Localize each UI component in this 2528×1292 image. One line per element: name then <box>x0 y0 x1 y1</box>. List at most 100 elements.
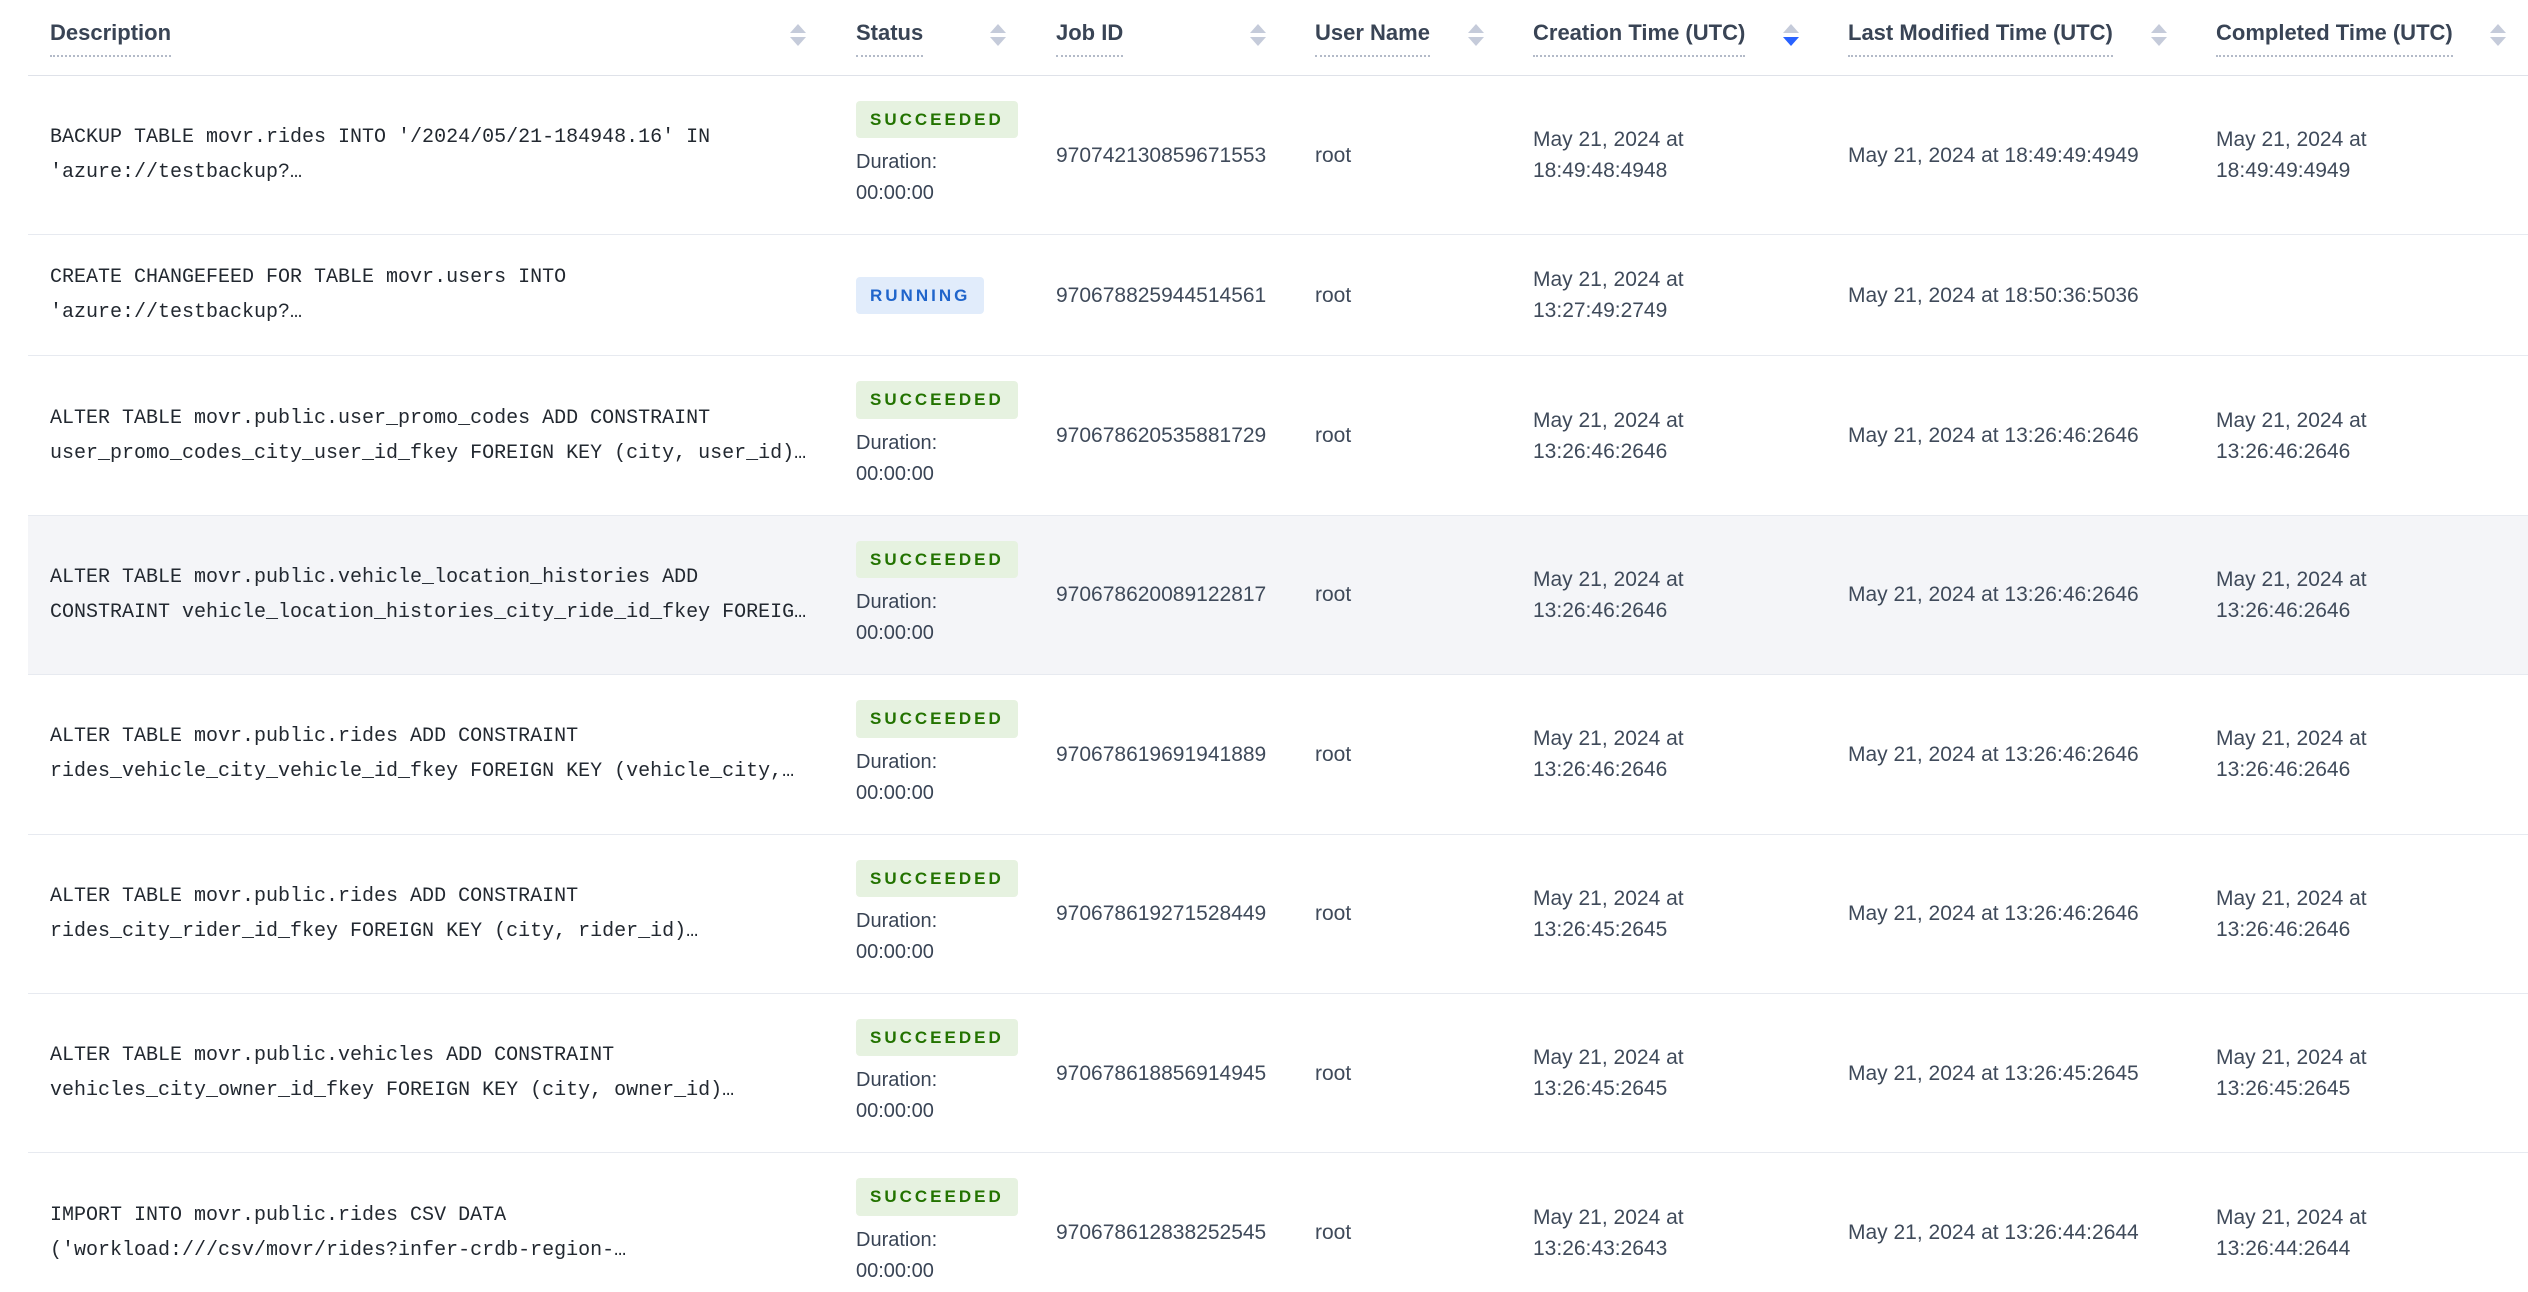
sort-caret-down-icon <box>1468 36 1484 46</box>
last-modified-time-cell: May 21, 2024 at 13:26:46:2646 <box>1848 902 2139 926</box>
status-badge: SUCCEEDED <box>856 1178 1018 1216</box>
creation-time-cell: May 21, 2024 at 13:26:45:2645 <box>1533 1046 1684 1101</box>
job-description-cell[interactable]: ALTER TABLE movr.public.rides ADD CONSTR… <box>50 725 795 784</box>
table-row[interactable]: ALTER TABLE movr.public.user_promo_codes… <box>28 356 2528 516</box>
sort-caret-up-icon <box>1468 23 1484 33</box>
column-header-user_name[interactable]: User Name <box>1288 0 1506 75</box>
sort-icon[interactable] <box>2151 23 2167 56</box>
table-row[interactable]: CREATE CHANGEFEED FOR TABLE movr.users I… <box>28 235 2528 357</box>
status-badge: SUCCEEDED <box>856 859 1018 897</box>
job-description-cell[interactable]: ALTER TABLE movr.public.rides ADD CONSTR… <box>50 884 699 943</box>
completed-time-cell: May 21, 2024 at 13:26:45:2645 <box>2216 1046 2367 1101</box>
sort-caret-up-icon <box>790 23 806 33</box>
job-status-cell: SUCCEEDED Duration: 00:00:00 <box>828 540 1028 649</box>
job-id-cell: 970678618856914945 <box>1056 1061 1267 1085</box>
table-row[interactable]: ALTER TABLE movr.public.rides ADD CONSTR… <box>28 834 2528 994</box>
completed-time-cell: May 21, 2024 at 13:26:44:2644 <box>2216 1205 2367 1260</box>
duration-value: 00:00:00 <box>856 182 934 205</box>
user-name-cell: root <box>1315 1221 1352 1245</box>
job-id-cell: 970678620089122817 <box>1056 583 1267 607</box>
duration-label: Duration: <box>856 1069 938 1092</box>
table-row[interactable]: ALTER TABLE movr.public.rides ADD CONSTR… <box>28 675 2528 835</box>
sort-caret-down-icon <box>990 36 1006 46</box>
column-header-creation_time[interactable]: Creation Time (UTC) <box>1506 0 1821 75</box>
column-header-label: Creation Time (UTC) <box>1533 22 1746 57</box>
job-duration: Duration: 00:00:00 <box>856 1065 1028 1127</box>
job-id-cell: 970678825944514561 <box>1056 283 1267 307</box>
user-name-cell: root <box>1315 742 1352 766</box>
creation-time-cell: May 21, 2024 at 13:26:46:2646 <box>1533 727 1684 782</box>
sort-icon[interactable] <box>1468 23 1484 56</box>
status-badge: RUNNING <box>856 276 985 315</box>
job-duration: Duration: 00:00:00 <box>856 747 1028 809</box>
completed-time-cell: May 21, 2024 at 13:26:46:2646 <box>2216 567 2367 622</box>
last-modified-time-cell: May 21, 2024 at 13:26:45:2645 <box>1848 1061 2139 1085</box>
creation-time-cell: May 21, 2024 at 13:26:46:2646 <box>1533 567 1684 622</box>
column-header-label: Last Modified Time (UTC) <box>1848 22 2113 57</box>
duration-value: 00:00:00 <box>856 781 934 804</box>
user-name-cell: root <box>1315 283 1352 307</box>
job-status-cell: SUCCEEDED Duration: 00:00:00 <box>828 381 1028 489</box>
column-header-status[interactable]: Status <box>828 0 1028 75</box>
creation-time-cell: May 21, 2024 at 13:26:45:2645 <box>1533 886 1684 941</box>
column-header-job_id[interactable]: Job ID <box>1028 0 1288 75</box>
last-modified-time-cell: May 21, 2024 at 13:26:46:2646 <box>1848 583 2139 607</box>
status-badge: SUCCEEDED <box>856 540 1018 579</box>
sort-caret-down-icon <box>1783 36 1799 46</box>
job-description-cell[interactable]: CREATE CHANGEFEED FOR TABLE movr.users I… <box>50 266 567 325</box>
creation-time-cell: May 21, 2024 at 13:26:46:2646 <box>1533 408 1684 463</box>
sort-icon[interactable] <box>990 23 1006 56</box>
job-description-cell[interactable]: IMPORT INTO movr.public.rides CSV DATA (… <box>50 1203 627 1262</box>
creation-time-cell: May 21, 2024 at 13:26:43:2643 <box>1533 1205 1684 1260</box>
sort-icon[interactable] <box>790 23 806 56</box>
duration-value: 00:00:00 <box>856 1100 934 1123</box>
status-badge: SUCCEEDED <box>856 700 1018 738</box>
table-row[interactable]: IMPORT INTO movr.public.rides CSV DATA (… <box>28 1153 2528 1292</box>
user-name-cell: root <box>1315 902 1352 926</box>
sort-caret-down-icon <box>790 36 806 46</box>
sort-icon[interactable] <box>1250 23 1266 56</box>
job-id-cell: 970678612838252545 <box>1056 1221 1267 1245</box>
job-id-cell: 970678620535881729 <box>1056 424 1267 448</box>
last-modified-time-cell: May 21, 2024 at 13:26:46:2646 <box>1848 742 2139 766</box>
job-description-cell[interactable]: BACKUP TABLE movr.rides INTO '/2024/05/2… <box>50 126 711 185</box>
duration-value: 00:00:00 <box>856 1259 934 1282</box>
user-name-cell: root <box>1315 143 1352 167</box>
column-header-label: Completed Time (UTC) <box>2216 22 2453 57</box>
job-status-cell: SUCCEEDED Duration: 00:00:00 <box>828 859 1028 968</box>
completed-time-cell: May 21, 2024 at 13:26:46:2646 <box>2216 408 2367 463</box>
completed-time-cell: May 21, 2024 at 13:26:46:2646 <box>2216 886 2367 941</box>
sort-caret-up-icon <box>1783 23 1799 33</box>
job-id-cell: 970678619271528449 <box>1056 902 1267 926</box>
sort-caret-up-icon <box>990 23 1006 33</box>
duration-label: Duration: <box>856 909 938 932</box>
sort-caret-up-icon <box>1250 23 1266 33</box>
job-id-cell: 970742130859671553 <box>1056 143 1267 167</box>
job-duration: Duration: 00:00:00 <box>856 587 1028 649</box>
column-header-last_modified_time[interactable]: Last Modified Time (UTC) <box>1821 0 2189 75</box>
table-header-row: Description Status Job ID User Name Crea… <box>28 0 2528 76</box>
job-description-cell[interactable]: ALTER TABLE movr.public.user_promo_codes… <box>50 406 807 465</box>
table-body: BACKUP TABLE movr.rides INTO '/2024/05/2… <box>28 76 2528 1292</box>
job-status-cell: SUCCEEDED Duration: 00:00:00 <box>828 1178 1028 1286</box>
job-status-cell: SUCCEEDED Duration: 00:00:00 <box>828 101 1028 209</box>
status-badge: SUCCEEDED <box>856 1018 1018 1057</box>
column-header-completed_time[interactable]: Completed Time (UTC) <box>2189 0 2528 75</box>
sort-caret-down-icon <box>2490 36 2506 46</box>
sort-icon[interactable] <box>2490 23 2506 56</box>
sort-caret-up-icon <box>2490 23 2506 33</box>
sort-caret-down-icon <box>2151 36 2167 46</box>
job-status-cell: RUNNING Duration: <box>828 276 1028 315</box>
table-row[interactable]: BACKUP TABLE movr.rides INTO '/2024/05/2… <box>28 76 2528 236</box>
job-duration: Duration: 00:00:00 <box>856 147 1028 209</box>
sort-icon[interactable] <box>1783 23 1799 56</box>
table-row[interactable]: ALTER TABLE movr.public.vehicle_location… <box>28 515 2528 676</box>
job-description-cell[interactable]: ALTER TABLE movr.public.vehicles ADD CON… <box>50 1044 735 1103</box>
user-name-cell: root <box>1315 424 1352 448</box>
table-row[interactable]: ALTER TABLE movr.public.vehicles ADD CON… <box>28 993 2528 1154</box>
job-description-cell[interactable]: ALTER TABLE movr.public.vehicle_location… <box>50 565 807 624</box>
duration-value: 00:00:00 <box>856 940 934 963</box>
column-header-label: Job ID <box>1056 22 1124 57</box>
column-header-description[interactable]: Description <box>28 0 828 75</box>
job-duration: Duration: 00:00:00 <box>856 906 1028 968</box>
